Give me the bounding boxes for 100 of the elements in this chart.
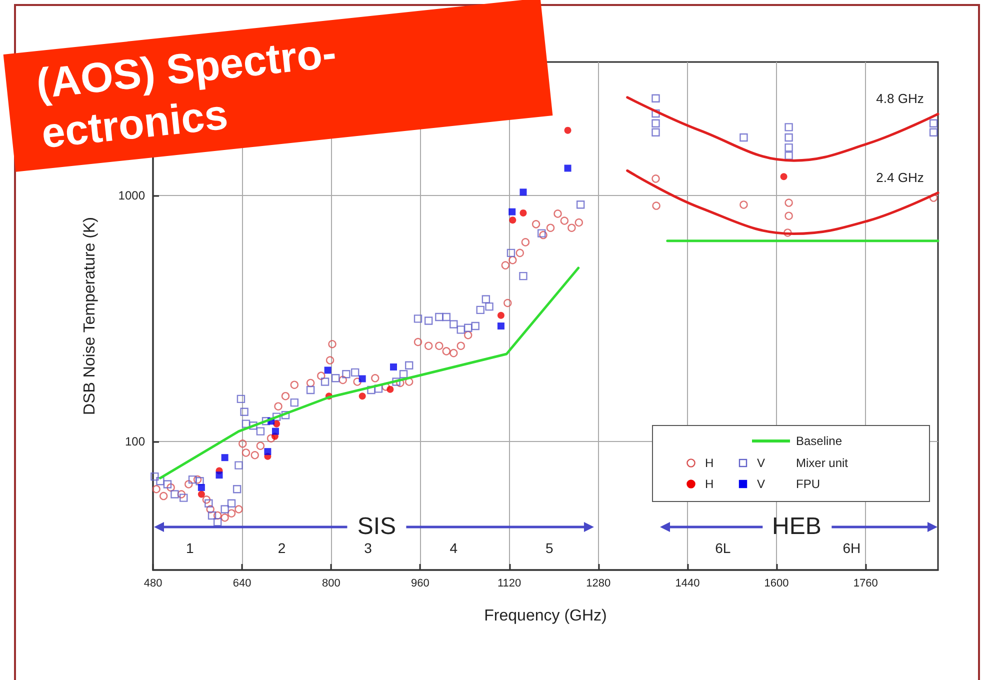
banner: (AOS) Spectro- ectronics: [3, 0, 553, 172]
point: [471, 322, 480, 330]
point: [390, 363, 398, 370]
point: [213, 518, 222, 526]
point: [272, 412, 281, 421]
point: [358, 392, 366, 400]
point: [780, 173, 788, 180]
point: [568, 224, 576, 232]
point: [234, 505, 243, 514]
point: [476, 306, 484, 314]
point: [929, 119, 938, 128]
point: [464, 324, 472, 332]
point: [929, 194, 938, 202]
point: [332, 374, 340, 382]
point: [208, 511, 216, 520]
point: [273, 420, 280, 428]
point: [198, 490, 205, 498]
point: [784, 212, 793, 220]
point: [240, 408, 248, 416]
point: [392, 378, 400, 386]
point: [784, 228, 792, 237]
x-tick-label: 480: [144, 578, 162, 590]
point: [256, 427, 265, 436]
point: [576, 200, 585, 209]
point: [206, 505, 214, 514]
x-tick-label: 1600: [764, 578, 789, 590]
point: [564, 126, 572, 134]
annotation: 3: [364, 540, 372, 556]
point: [221, 454, 228, 462]
point: [338, 376, 347, 384]
point: [501, 261, 510, 270]
point: [156, 476, 164, 486]
annotation: 6H: [842, 540, 861, 556]
point: [508, 256, 517, 264]
legend-label: H: [705, 477, 714, 491]
point: [546, 224, 555, 232]
point: [166, 483, 175, 492]
point: [234, 461, 243, 470]
point: [497, 312, 504, 319]
point: [929, 128, 938, 136]
annotation: FPU: [796, 477, 820, 491]
point: [358, 375, 366, 382]
point: [520, 188, 527, 196]
point: [405, 361, 414, 370]
point: [414, 338, 422, 346]
point: [274, 402, 282, 410]
series-label: 2.4 GHz: [876, 170, 924, 185]
point: [249, 422, 258, 430]
x-tick-label: 1440: [675, 578, 700, 590]
annotation: 1: [186, 540, 194, 556]
x-axis-title: Frequency (GHz): [484, 608, 607, 624]
point: [574, 218, 584, 227]
point: [435, 312, 444, 322]
point: [180, 494, 188, 502]
point: [320, 378, 330, 386]
point: [353, 378, 362, 386]
point: [740, 133, 748, 142]
point: [306, 386, 315, 394]
point: [508, 208, 516, 216]
point: [250, 451, 259, 460]
point: [290, 398, 299, 407]
point: [213, 511, 222, 520]
point: [424, 342, 433, 350]
x-tick-label: 960: [411, 578, 430, 590]
point: [442, 347, 450, 356]
point: [532, 220, 540, 228]
point: [784, 143, 793, 152]
point: [264, 448, 272, 456]
point: [281, 392, 290, 400]
point: [242, 448, 250, 457]
point: [326, 356, 334, 364]
point: [290, 380, 299, 389]
point: [198, 484, 205, 491]
point: [520, 209, 527, 216]
chart-title: (AOS) Spectro- ectronics: [34, 28, 340, 159]
point: [485, 302, 494, 311]
point: [521, 238, 530, 246]
point: [464, 330, 472, 340]
point: [504, 298, 512, 308]
point: [220, 514, 229, 522]
point: [784, 198, 793, 207]
point: [482, 295, 490, 304]
point: [272, 428, 279, 435]
point: [184, 480, 193, 488]
y-tick-label: 100: [124, 434, 146, 448]
x-tick-label: 800: [322, 578, 340, 590]
point: [456, 342, 465, 350]
point: [506, 248, 516, 258]
point: [435, 342, 444, 350]
point: [509, 216, 516, 224]
annotation: 6L: [715, 540, 731, 556]
point: [652, 202, 660, 210]
y-tick-label: 1000: [118, 188, 146, 203]
point: [236, 394, 246, 404]
point: [220, 505, 229, 514]
annotation: Mixer unit: [796, 456, 848, 470]
point: [350, 368, 360, 377]
legend-label: H: [705, 456, 714, 470]
annotation: SIS: [357, 513, 396, 541]
point: [784, 152, 793, 160]
